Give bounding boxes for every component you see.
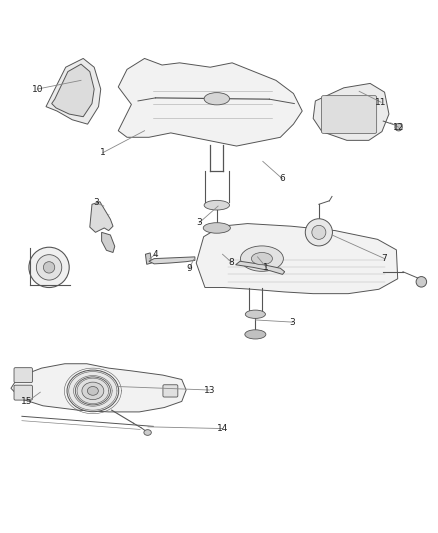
- Text: 3: 3: [93, 198, 99, 207]
- Polygon shape: [149, 257, 195, 264]
- Polygon shape: [52, 64, 94, 117]
- Text: 12: 12: [393, 123, 404, 132]
- Text: 3: 3: [196, 218, 202, 227]
- Ellipse shape: [43, 262, 55, 273]
- Polygon shape: [196, 223, 398, 294]
- FancyBboxPatch shape: [14, 385, 32, 400]
- Ellipse shape: [240, 246, 283, 271]
- Text: 3: 3: [290, 318, 296, 327]
- Text: 4: 4: [153, 250, 158, 259]
- Polygon shape: [11, 364, 186, 412]
- Polygon shape: [236, 261, 285, 274]
- Ellipse shape: [144, 430, 152, 435]
- Text: 7: 7: [381, 254, 388, 263]
- Ellipse shape: [203, 223, 230, 233]
- FancyBboxPatch shape: [14, 368, 32, 383]
- Text: 11: 11: [375, 98, 387, 107]
- Ellipse shape: [416, 277, 427, 287]
- Ellipse shape: [204, 93, 230, 105]
- Ellipse shape: [245, 330, 266, 339]
- Polygon shape: [118, 59, 302, 146]
- Ellipse shape: [312, 225, 326, 239]
- Text: 14: 14: [217, 424, 228, 433]
- Ellipse shape: [82, 382, 104, 400]
- Text: 15: 15: [21, 397, 33, 406]
- Text: 1: 1: [263, 263, 269, 272]
- FancyBboxPatch shape: [163, 385, 178, 397]
- Ellipse shape: [87, 386, 98, 395]
- Ellipse shape: [75, 377, 110, 405]
- Ellipse shape: [251, 253, 272, 265]
- Text: 1: 1: [100, 148, 106, 157]
- Ellipse shape: [204, 200, 230, 210]
- Polygon shape: [90, 201, 113, 232]
- Polygon shape: [46, 59, 101, 124]
- Text: 10: 10: [32, 85, 43, 94]
- Ellipse shape: [245, 310, 265, 318]
- FancyBboxPatch shape: [321, 96, 377, 133]
- Text: 6: 6: [279, 174, 286, 183]
- Text: 8: 8: [228, 257, 234, 266]
- Polygon shape: [145, 253, 152, 264]
- Text: 13: 13: [204, 385, 215, 394]
- Polygon shape: [102, 232, 115, 253]
- Ellipse shape: [67, 370, 119, 411]
- Ellipse shape: [305, 219, 332, 246]
- Text: 9: 9: [186, 264, 192, 273]
- Polygon shape: [313, 84, 389, 140]
- Ellipse shape: [36, 255, 62, 280]
- Ellipse shape: [29, 247, 69, 287]
- Ellipse shape: [395, 124, 403, 131]
